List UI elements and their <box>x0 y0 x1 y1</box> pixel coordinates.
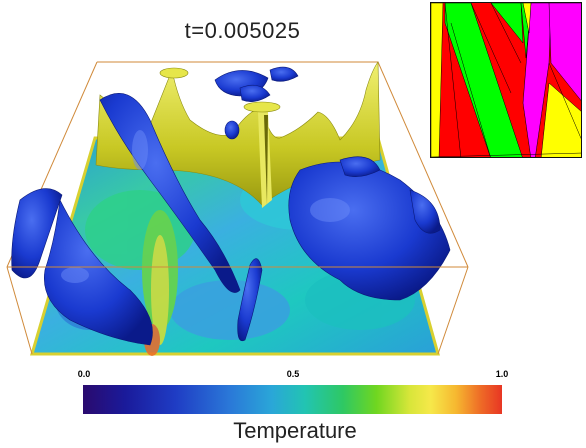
colorbar-tick-max: 1.0 <box>495 369 509 379</box>
colorbar-tick-mid: 0.5 <box>286 369 300 379</box>
colorbar-tick-min: 0.0 <box>77 369 91 379</box>
bounding-box-front <box>6 266 469 355</box>
mesh-partition-inset <box>430 2 582 158</box>
temperature-colorbar <box>83 385 502 414</box>
colorbar-label: Temperature <box>233 418 357 443</box>
isosurface-blue <box>11 66 451 346</box>
plot-title: t=0.005025 <box>184 18 301 43</box>
